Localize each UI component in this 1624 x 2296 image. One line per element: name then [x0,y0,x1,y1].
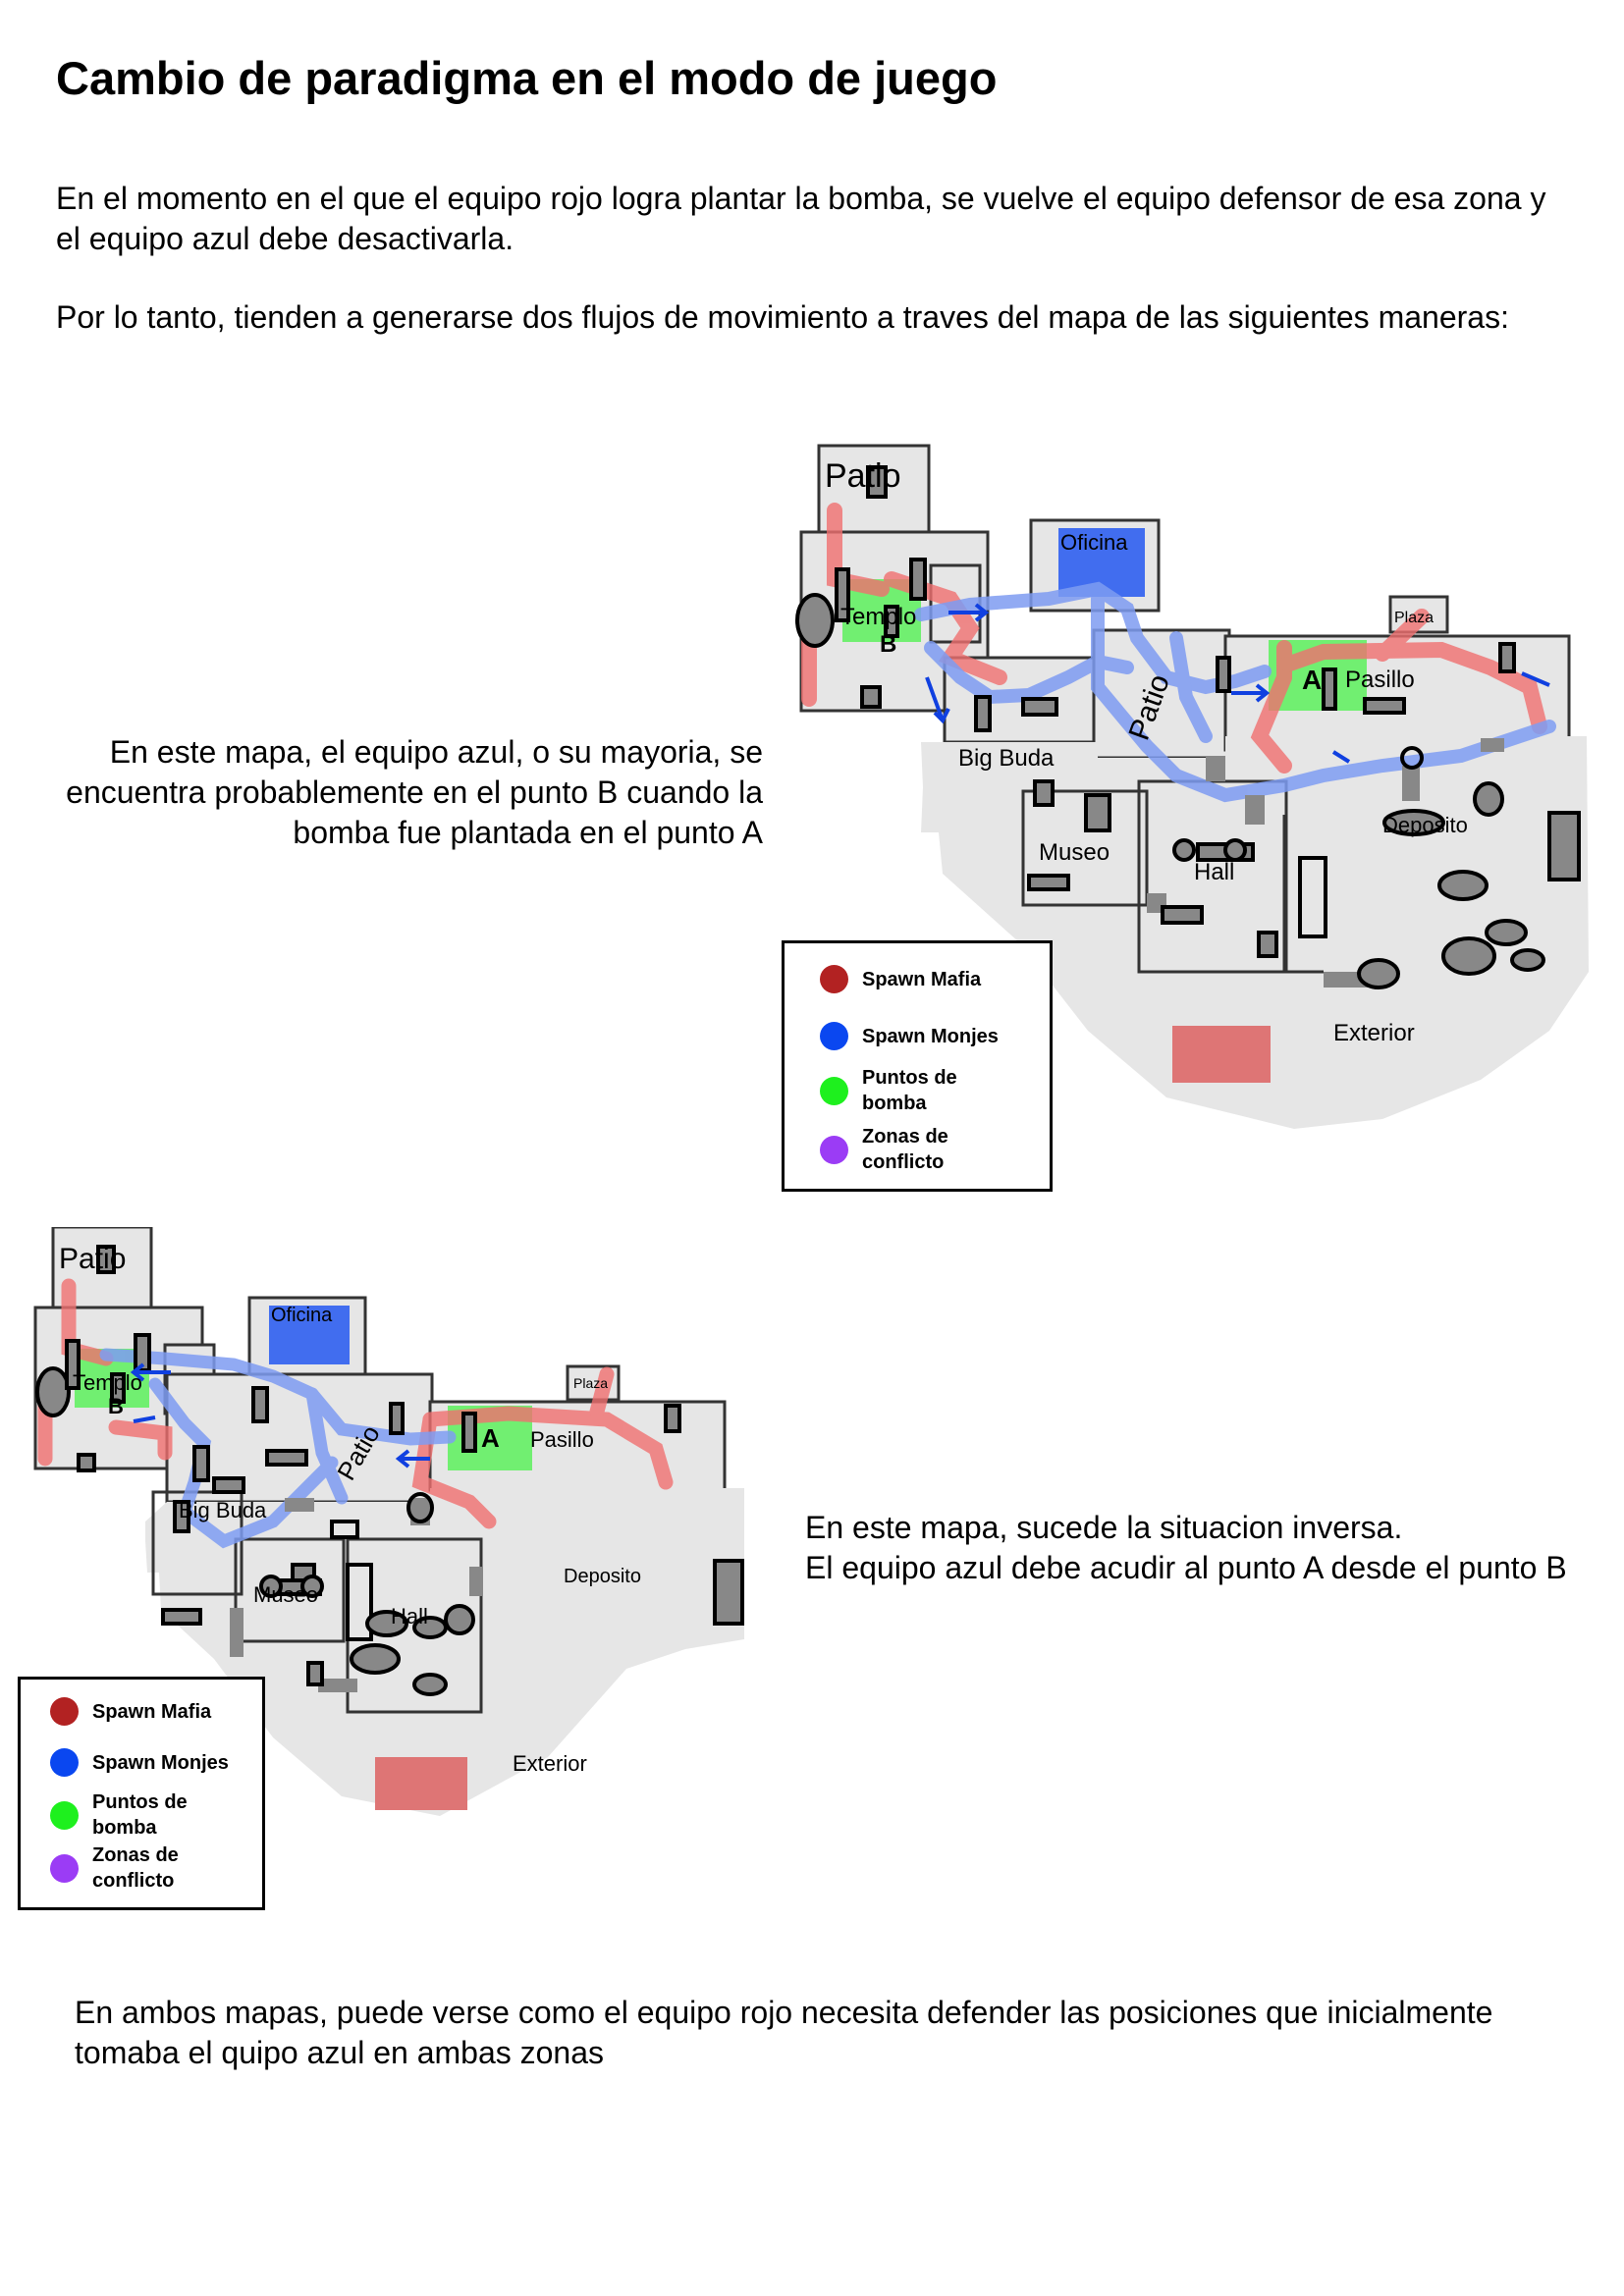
label-museo: Museo [253,1582,318,1607]
label-a: A [481,1423,500,1453]
legend-label: Spawn Mafia [92,1700,212,1723]
legend-label: Spawn Mafia [862,968,982,990]
map1-caption: En este mapa, el equipo azul, o su mayor… [66,734,763,850]
label-patio: Patio [59,1243,126,1275]
map2-caption-line-2: El equipo azul debe acudir al punto A de… [805,1550,1567,1585]
legend-item: Spawn Monjes [50,1748,229,1777]
legend-dot-spawn-mafia [820,965,848,993]
legend-item: Puntos de bomba [50,1789,210,1841]
label-templo: Templo [840,604,916,630]
label-patio: Patio [825,457,901,495]
legend-dot-zonas-conflicto [50,1853,79,1883]
label-plaza: Plaza [1394,610,1434,626]
label-oficina: Oficina [271,1305,333,1326]
legend-item: Zonas de conflicto [50,1842,210,1894]
label-big-buda: Big Buda [958,745,1055,772]
map2-caption: En este mapa, sucede la situacion invers… [805,1508,1610,1588]
label-museo: Museo [1039,839,1110,866]
legend-label: Puntos de bomba [92,1791,188,1839]
map-obstacles [35,1245,744,1696]
legend-dot-puntos-bomba [820,1076,848,1105]
map-obstacles [795,465,1581,989]
label-plaza: Plaza [573,1375,608,1391]
label-exterior: Exterior [513,1751,587,1776]
map-labels: Patio Oficina Templo B Patio A Pasillo P… [59,1243,641,1776]
legend-dot-spawn-monjes [50,1748,79,1777]
intro-paragraph-1: En el momento en el que el equipo rojo l… [56,181,1546,256]
label-pasillo: Pasillo [530,1427,594,1452]
legend-item: Zonas de conflicto [820,1124,990,1175]
label-pasillo: Pasillo [1345,667,1415,693]
label-deposito: Deposito [564,1566,641,1587]
label-b: B [108,1394,124,1418]
legend-item: Spawn Mafia [50,1697,211,1726]
label-templo: Templo [73,1370,142,1395]
intro-paragraph-2: Por lo tanto, tienden a generarse dos fl… [56,299,1509,335]
legend-label: Zonas de conflicto [92,1844,179,1892]
label-exterior: Exterior [1333,1020,1415,1046]
map1-legend: Spawn Mafia Spawn Monjes Puntos de bomba… [782,940,1053,1192]
legend-item: Puntos de bomba [820,1065,990,1116]
legend-label: Puntos de bomba [862,1067,957,1114]
map-2: Patio Oficina Templo B Patio A Pasillo P… [33,1227,744,1816]
legend-dot-spawn-mafia [50,1697,79,1726]
label-hall: Hall [1194,859,1234,885]
legend-item: Spawn Mafia [820,965,981,993]
map-room-outlines [1021,779,1324,974]
legend-label: Zonas de conflicto [862,1126,948,1173]
legend-dot-puntos-bomba [50,1800,79,1830]
map2-legend: Spawn Mafia Spawn Monjes Puntos de bomba… [18,1677,265,1910]
conclusion-paragraph: En ambos mapas, puede verse como el equi… [75,1995,1493,2070]
legend-label: Spawn Monjes [862,1025,999,1047]
legend-dot-spawn-monjes [820,1022,848,1050]
legend-dot-zonas-conflicto [820,1135,848,1164]
map-red-routes [801,503,1547,774]
legend-item: Spawn Monjes [820,1022,999,1050]
label-hall: Hall [391,1604,428,1629]
map2-caption-line-1: En este mapa, sucede la situacion invers… [805,1510,1403,1545]
map-labels: Patio Oficina Templo B Patio A Pasillo P… [825,457,1468,1046]
page-title: Cambio de paradigma en el modo de juego [56,52,998,104]
map-arrows [130,1362,430,1468]
legend-label: Spawn Monjes [92,1751,229,1774]
label-big-buda: Big Buda [179,1498,267,1522]
label-oficina: Oficina [1060,530,1128,555]
map-arrows [925,603,1550,764]
label-a: A [1302,665,1322,695]
label-b: B [880,631,896,658]
label-deposito: Deposito [1382,813,1468,837]
map-1: Patio Oficina Templo B Patio A Pasillo P… [795,444,1589,1129]
